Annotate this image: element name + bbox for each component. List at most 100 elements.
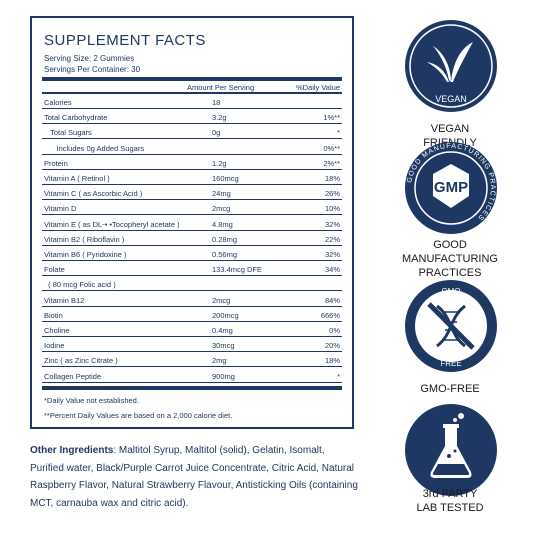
nutrient-row: Vitamin D 2mcg 10% (42, 203, 342, 216)
nutrient-dv: * (337, 371, 340, 381)
supplement-facts-panel: SUPPLEMENT FACTS Serving Size: 2 Gummies… (30, 16, 354, 429)
gmo-caption: GMO-FREE (420, 383, 480, 395)
nutrient-name: Folate (44, 265, 65, 275)
nutrient-name: Vitamin A ( Retinol ) (44, 174, 110, 183)
nutrient-name: Vitamin B12 (44, 295, 85, 305)
nutrient-row: Vitamin C ( as Ascorbic Acid ) 24mg 26% (42, 188, 342, 201)
nutrient-name: ( 80 mcg Folic acid ) (44, 280, 116, 290)
gmp-caption-line3: PRACTICES (418, 267, 482, 279)
gmp-seal-text: GMP (434, 179, 468, 196)
nutrient-name: Collagen Peptide (44, 371, 102, 381)
nutrient-amount: 0.56mg (212, 250, 238, 259)
nutrient-row: Calories 18 (42, 97, 342, 109)
nutrient-amount: 2mcg (212, 204, 231, 214)
nutrient-amount: 0g (212, 128, 221, 138)
nutrient-row: Vitamin E ( as DL-• •Tocopheryl acetate … (42, 219, 342, 231)
nutrient-dv: 22% (324, 234, 340, 244)
nutrient-amount: 18 (212, 98, 221, 107)
nutrient-amount: 30mcg (212, 341, 235, 351)
nutrient-dv: * (337, 128, 340, 138)
nutrient-row: Includes 0g Added Sugars 0%** (42, 143, 342, 155)
nutrient-row: Vitamin B2 ( Riboflavin ) 0.28mg 22% (42, 234, 342, 246)
gmo-bottom-text: FREE (440, 359, 461, 368)
nutrient-amount: 0.28mg (212, 234, 238, 244)
gmp-caption-line1: GOOD (433, 239, 467, 251)
nutrient-amount: 4.8mg (212, 219, 233, 229)
lab-caption-line2: LAB TESTED (416, 502, 484, 514)
nutrient-name: Vitamin E ( as DL-• •Tocopheryl acetate … (44, 219, 180, 229)
nutrient-amount: 133.4mcg DFE (212, 265, 263, 275)
nutrient-name: Protein (44, 158, 68, 168)
nutrient-row: Choline 0.4mg 0% (42, 325, 342, 337)
nutrient-dv: 2%** (323, 158, 340, 168)
nutrient-dv: 32% (324, 219, 340, 229)
nutrient-dv: 20% (324, 341, 340, 351)
flask-icon (405, 404, 497, 496)
nutrient-dv: 0% (329, 326, 340, 335)
nutrient-row: Total Carbohydrate 3.2g 1%** (42, 112, 342, 125)
footnote-percent: **Percent Daily Values are based on a 2,… (44, 411, 233, 420)
ingredients-label: Other Ingredients (30, 445, 114, 456)
nutrient-row: Folate 133.4mcg DFE 34% (42, 264, 342, 277)
col-dv-header: %Daily Value (295, 83, 340, 92)
lab-caption-line1: 3rd PARTY (422, 488, 478, 500)
nutrient-row: Zinc ( as Zinc Citrate ) 2mg 18% (42, 355, 342, 368)
nutrient-dv: 18% (324, 356, 340, 366)
nutrient-amount: 0.4mg (212, 326, 233, 335)
nutrient-row: Collagen Peptide 900mg * (42, 371, 342, 383)
nutrient-name: Zinc ( as Zinc Citrate ) (44, 356, 118, 366)
facts-title: SUPPLEMENT FACTS (44, 32, 206, 49)
thick-divider-bottom (42, 386, 342, 390)
nutrient-name: Vitamin B6 ( Pyridoxine ) (44, 250, 127, 259)
nutrient-dv: 84% (324, 295, 340, 305)
nutrient-name: Total Carbohydrate (44, 113, 108, 123)
nutrient-dv: 666% (320, 310, 340, 320)
nutrient-amount: 200mcg (212, 310, 239, 320)
nutrient-row: Total Sugars 0g * (42, 127, 342, 140)
leaf-icon: VEGAN (405, 20, 497, 112)
nutrient-amount: 160mcg (212, 174, 239, 183)
nutrient-row: Vitamin B6 ( Pyridoxine ) 0.56mg 32% (42, 249, 342, 261)
thick-divider-top (42, 77, 342, 81)
nutrient-row: ( 80 mcg Folic acid ) (42, 279, 342, 292)
gmo-top-text: GMO (441, 287, 460, 296)
serving-size: Serving Size: 2 Gummies (44, 54, 135, 63)
nutrient-row: Protein 1.2g 2%** (42, 158, 342, 170)
nutrient-amount: 1.2g (212, 158, 227, 168)
nutrient-amount: 24mg (212, 189, 231, 199)
nutrient-dv: 0%** (323, 143, 340, 153)
footnote-daily-value: *Daily Value not established. (44, 396, 139, 405)
gmp-caption: GOOD MANUFACTURING PRACTICES (380, 238, 520, 280)
lab-caption: 3rd PARTY LAB TESTED (380, 487, 520, 515)
nutrient-row: Biotin 200mcg 666% (42, 310, 342, 322)
nutrient-name: Vitamin C ( as Ascorbic Acid ) (44, 189, 143, 199)
nutrient-name: Calories (44, 98, 72, 107)
nutrient-row: Iodine 30mcg 20% (42, 340, 342, 353)
nutrient-row: Vitamin B12 2mcg 84% (42, 295, 342, 307)
nutrient-name: Vitamin D (44, 204, 77, 214)
nutrient-amount: 3.2g (212, 113, 227, 123)
nutrient-dv: 18% (324, 174, 340, 183)
nutrient-name: Includes 0g Added Sugars (44, 143, 145, 153)
vegan-caption-line1: VEGAN (430, 123, 470, 135)
nutrient-dv: 26% (324, 189, 340, 199)
nutrient-name: Choline (44, 326, 70, 335)
nutrient-amount: 900mg (212, 371, 235, 381)
nutrient-row: Vitamin A ( Retinol ) 160mcg 18% (42, 173, 342, 185)
nutrient-dv: 32% (324, 250, 340, 259)
ingredients-text: : Maltitol Syrup, Maltitol (solid), Gela… (30, 445, 358, 509)
vegan-ring-text: VEGAN (435, 94, 467, 104)
nutrient-name: Vitamin B2 ( Riboflavin ) (44, 234, 125, 244)
gmp-caption-line2: MANUFACTURING (402, 253, 498, 265)
col-amount-header: Amount Per Serving (187, 83, 255, 92)
dna-crossed-icon: GMO FREE (405, 280, 497, 372)
other-ingredients: Other Ingredients: Maltitol Syrup, Malti… (30, 442, 360, 512)
nutrient-name: Biotin (44, 310, 63, 320)
nutrient-dv: 34% (324, 265, 340, 275)
nutrient-amount: 2mg (212, 356, 227, 366)
nutrient-amount: 2mcg (212, 295, 231, 305)
gmp-seal-icon: GOOD MANUFACTURING PRACTICES GMP (405, 142, 497, 234)
nutrient-dv: 10% (324, 204, 340, 214)
header-divider (42, 92, 342, 94)
servings-per-container: Servings Per Container: 30 (44, 65, 141, 74)
